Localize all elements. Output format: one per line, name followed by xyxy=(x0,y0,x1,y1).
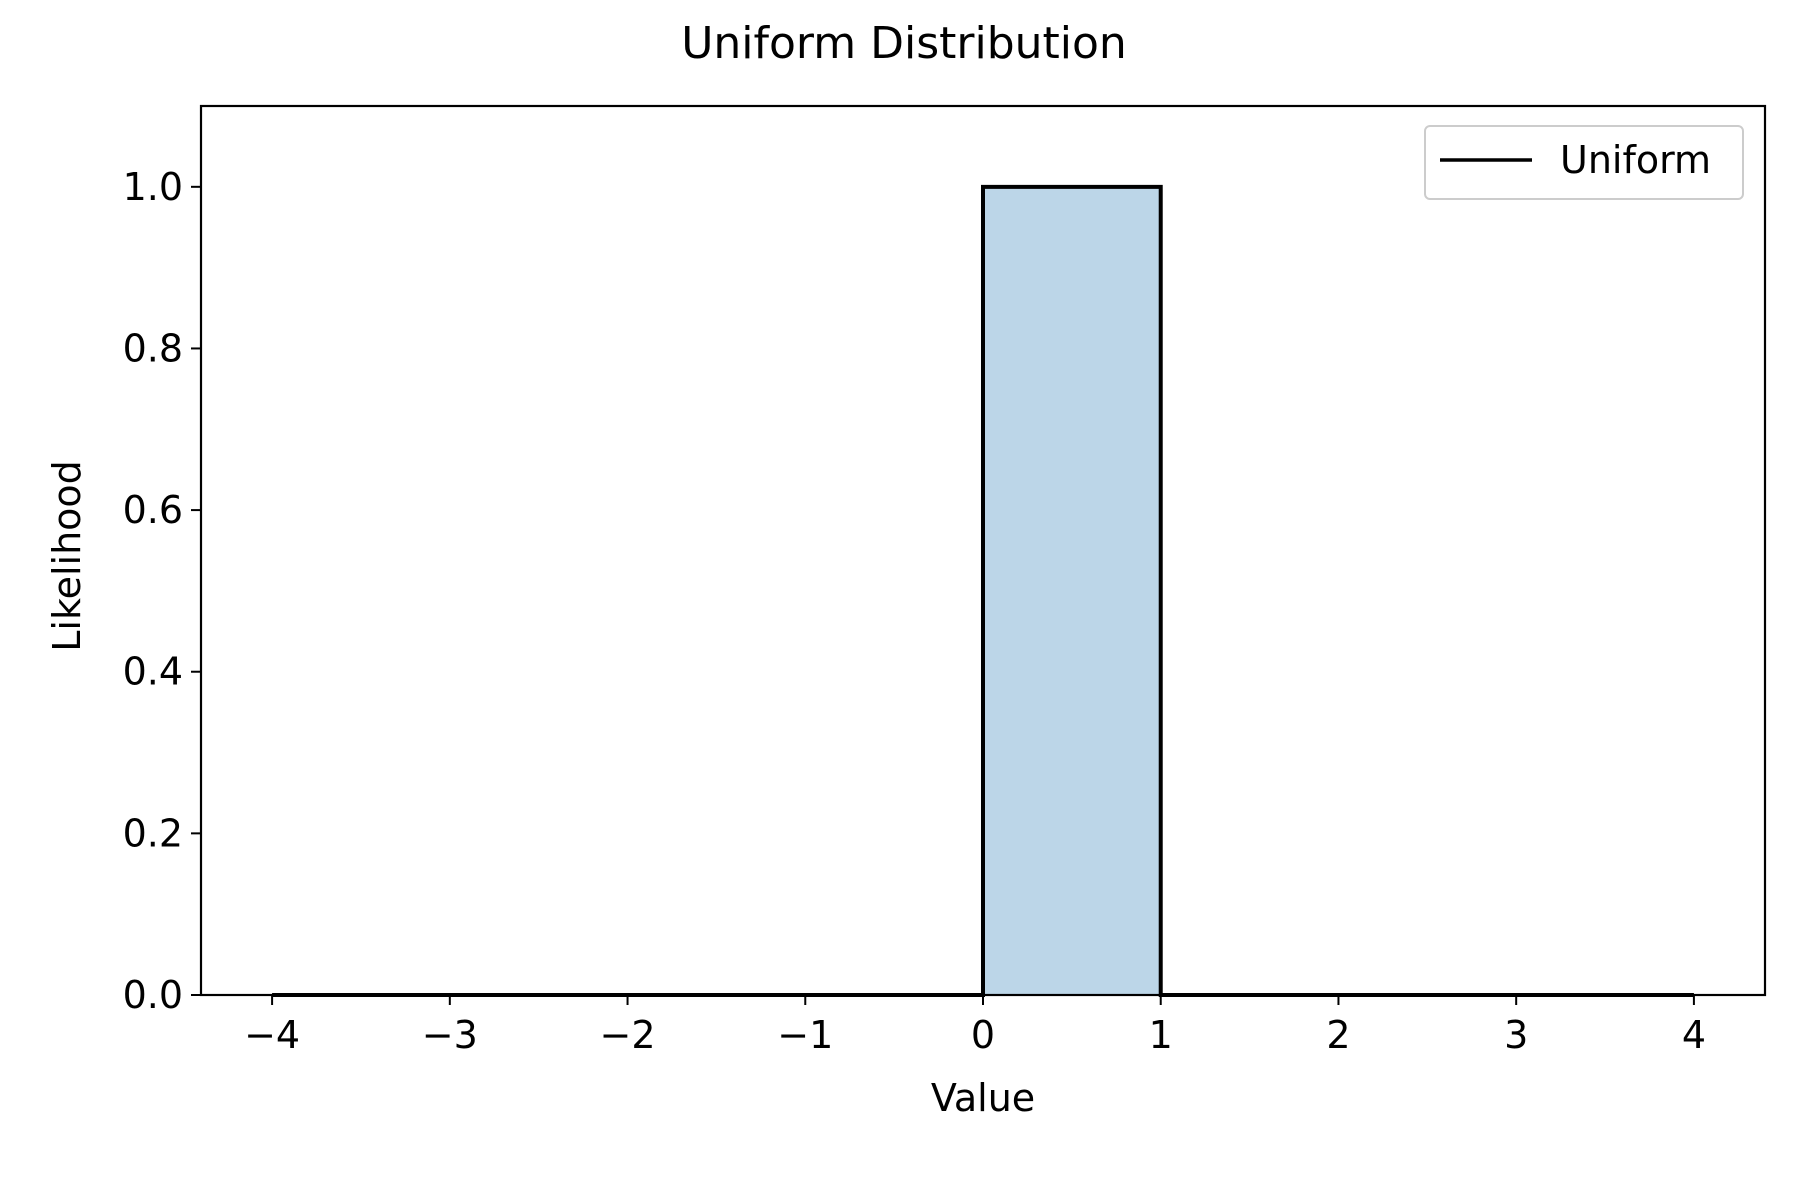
y-tick-label: 1.0 xyxy=(123,165,183,209)
fill-layer xyxy=(983,186,1161,995)
y-axis-label: Likelihood xyxy=(45,460,89,652)
y-tick-label: 0.4 xyxy=(123,650,183,694)
uniform-filled-area xyxy=(983,186,1161,995)
x-tick-label: 4 xyxy=(1682,1013,1706,1057)
x-tick-label: 2 xyxy=(1326,1013,1350,1057)
y-tick-label: 0.6 xyxy=(123,488,183,532)
legend-label-uniform: Uniform xyxy=(1560,138,1711,182)
x-tick-label: 1 xyxy=(1149,1013,1173,1057)
legend-box xyxy=(1424,125,1744,200)
y-tick-label: 0.2 xyxy=(123,811,183,855)
y-tick-label: 0.0 xyxy=(123,973,183,1017)
x-axis-label: Value xyxy=(931,1076,1035,1120)
x-tick-label: −3 xyxy=(422,1013,478,1057)
x-tick-label: −4 xyxy=(244,1013,300,1057)
chart-title: Uniform Distribution xyxy=(681,18,1127,69)
legend: Uniform xyxy=(1424,125,1744,200)
x-axis-ticks: −4 −3 −2 −1 0 1 2 3 4 xyxy=(244,995,1706,1057)
x-tick-label: 3 xyxy=(1504,1013,1528,1057)
x-tick-label: −1 xyxy=(777,1013,833,1057)
x-tick-label: −2 xyxy=(600,1013,656,1057)
x-tick-label: 0 xyxy=(971,1013,995,1057)
y-axis-ticks: 0.0 0.2 0.4 0.6 0.8 1.0 xyxy=(123,165,201,1017)
y-tick-label: 0.8 xyxy=(123,326,183,370)
